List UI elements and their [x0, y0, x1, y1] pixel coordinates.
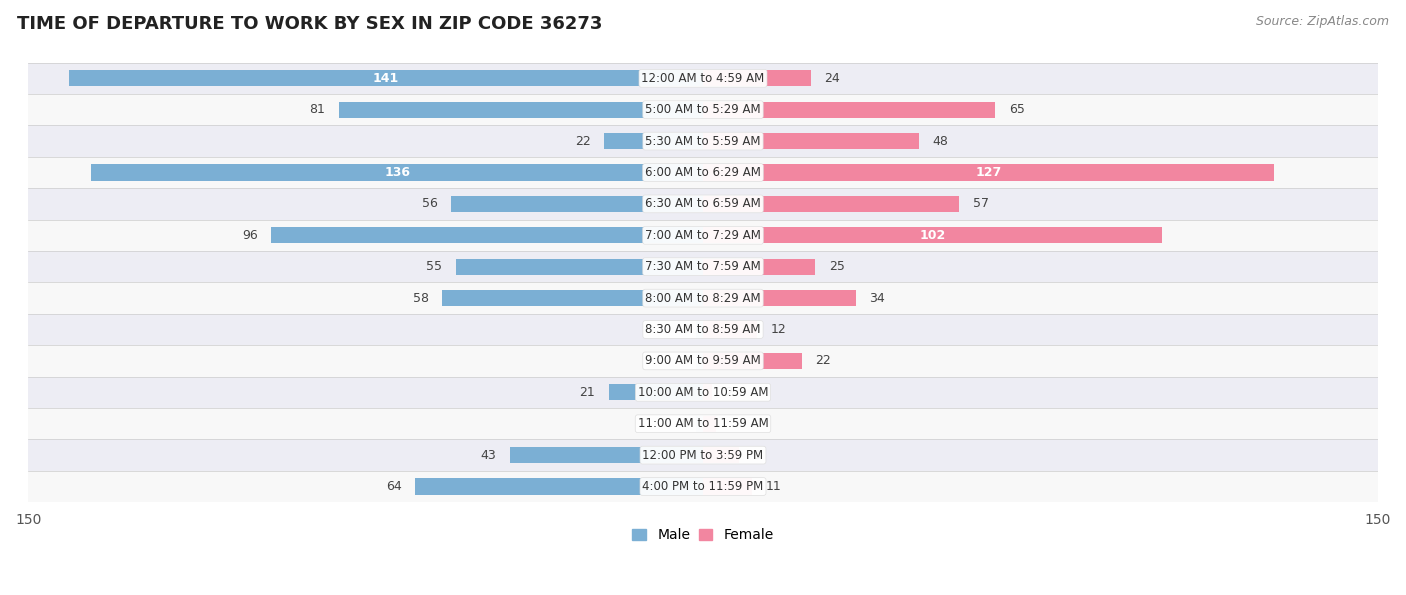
Bar — [703, 321, 756, 338]
Text: 11: 11 — [766, 480, 782, 493]
Bar — [703, 353, 801, 369]
Text: TIME OF DEPARTURE TO WORK BY SEX IN ZIP CODE 36273: TIME OF DEPARTURE TO WORK BY SEX IN ZIP … — [17, 15, 602, 33]
Text: 11:00 AM to 11:59 AM: 11:00 AM to 11:59 AM — [638, 417, 768, 430]
Bar — [28, 440, 1378, 471]
Bar — [703, 102, 995, 118]
Bar — [28, 345, 1378, 377]
Text: 127: 127 — [976, 166, 1002, 179]
Bar — [339, 102, 703, 118]
Bar — [456, 259, 703, 275]
Text: 4:00 PM to 11:59 PM: 4:00 PM to 11:59 PM — [643, 480, 763, 493]
Text: 21: 21 — [579, 386, 595, 399]
Bar — [696, 415, 703, 432]
Bar — [28, 220, 1378, 251]
Text: 12:00 PM to 3:59 PM: 12:00 PM to 3:59 PM — [643, 449, 763, 462]
Bar — [703, 447, 740, 464]
Bar — [28, 188, 1378, 220]
Text: 6:30 AM to 6:59 AM: 6:30 AM to 6:59 AM — [645, 198, 761, 211]
Bar — [451, 196, 703, 212]
Text: 96: 96 — [242, 229, 257, 242]
Bar — [605, 133, 703, 149]
Text: 55: 55 — [426, 260, 441, 273]
Bar — [703, 227, 1161, 243]
Bar — [415, 478, 703, 494]
Text: 7:00 AM to 7:29 AM: 7:00 AM to 7:29 AM — [645, 229, 761, 242]
Bar — [91, 164, 703, 181]
Text: 3: 3 — [730, 417, 738, 430]
Bar — [28, 314, 1378, 345]
Bar — [609, 384, 703, 400]
Bar — [28, 251, 1378, 283]
Bar — [703, 70, 811, 86]
Bar — [271, 227, 703, 243]
Text: 25: 25 — [830, 260, 845, 273]
Bar — [703, 133, 920, 149]
Text: 5:00 AM to 5:29 AM: 5:00 AM to 5:29 AM — [645, 103, 761, 116]
Text: 141: 141 — [373, 72, 399, 85]
Legend: Male, Female: Male, Female — [627, 523, 779, 548]
Bar — [703, 384, 711, 400]
Text: 22: 22 — [575, 134, 591, 148]
Bar — [703, 478, 752, 494]
Text: Source: ZipAtlas.com: Source: ZipAtlas.com — [1256, 15, 1389, 28]
Text: 8: 8 — [752, 449, 761, 462]
Bar — [703, 164, 1274, 181]
Bar — [441, 290, 703, 306]
Text: 12:00 AM to 4:59 AM: 12:00 AM to 4:59 AM — [641, 72, 765, 85]
Bar — [703, 259, 815, 275]
Bar — [509, 447, 703, 464]
Bar — [69, 70, 703, 86]
Bar — [703, 196, 959, 212]
Text: 22: 22 — [815, 355, 831, 367]
Bar — [28, 471, 1378, 502]
Bar — [28, 126, 1378, 157]
Bar — [703, 415, 717, 432]
Text: 136: 136 — [384, 166, 411, 179]
Text: 48: 48 — [932, 134, 948, 148]
Text: 64: 64 — [385, 480, 402, 493]
Text: 34: 34 — [869, 292, 886, 305]
Text: 8:30 AM to 8:59 AM: 8:30 AM to 8:59 AM — [645, 323, 761, 336]
Text: 57: 57 — [973, 198, 988, 211]
Text: 7:30 AM to 7:59 AM: 7:30 AM to 7:59 AM — [645, 260, 761, 273]
Text: 12: 12 — [770, 323, 786, 336]
Text: 0: 0 — [682, 417, 689, 430]
Text: 2: 2 — [725, 386, 734, 399]
Text: 8:00 AM to 8:29 AM: 8:00 AM to 8:29 AM — [645, 292, 761, 305]
Text: 65: 65 — [1010, 103, 1025, 116]
Bar — [28, 94, 1378, 126]
Bar — [28, 283, 1378, 314]
Text: 6:00 AM to 6:29 AM: 6:00 AM to 6:29 AM — [645, 166, 761, 179]
Bar — [696, 353, 703, 369]
Text: 9:00 AM to 9:59 AM: 9:00 AM to 9:59 AM — [645, 355, 761, 367]
Text: 102: 102 — [920, 229, 946, 242]
Text: 0: 0 — [682, 323, 689, 336]
Text: 0: 0 — [682, 355, 689, 367]
Bar — [696, 321, 703, 338]
Text: 43: 43 — [481, 449, 496, 462]
Text: 24: 24 — [824, 72, 841, 85]
Text: 56: 56 — [422, 198, 437, 211]
Text: 81: 81 — [309, 103, 325, 116]
Bar — [28, 408, 1378, 440]
Text: 10:00 AM to 10:59 AM: 10:00 AM to 10:59 AM — [638, 386, 768, 399]
Bar — [28, 377, 1378, 408]
Text: 5:30 AM to 5:59 AM: 5:30 AM to 5:59 AM — [645, 134, 761, 148]
Bar — [28, 157, 1378, 188]
Bar — [28, 62, 1378, 94]
Text: 58: 58 — [412, 292, 429, 305]
Bar — [703, 290, 856, 306]
